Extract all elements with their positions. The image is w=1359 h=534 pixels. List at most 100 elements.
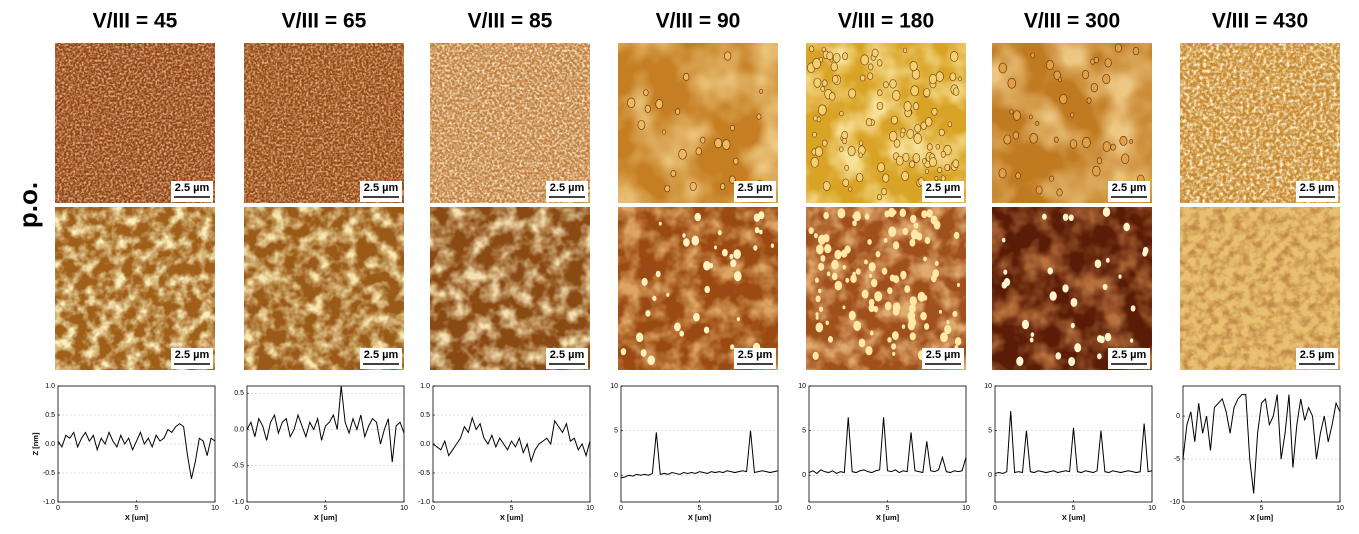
surface-feature (907, 320, 915, 331)
surface-feature (881, 267, 888, 275)
surface-feature (921, 210, 928, 219)
surface-feature (695, 147, 702, 156)
surface-feature (829, 92, 836, 101)
surface-feature (876, 59, 883, 67)
scale-bar-label: 2.5 µm (364, 182, 399, 194)
surface-feature (938, 309, 942, 314)
surface-feature (1132, 47, 1140, 56)
scale-bar-label: 2.5 µm (926, 182, 961, 194)
surface-feature (891, 331, 899, 340)
x-tick-label: 0 (807, 505, 811, 512)
surface-feature (815, 315, 819, 320)
surface-feature (1104, 332, 1112, 342)
plot-frame (246, 385, 405, 503)
surface-feature (924, 236, 931, 245)
surface-feature (844, 164, 850, 171)
x-tick-label: 0 (56, 505, 60, 512)
surface-feature (869, 273, 873, 278)
surface-feature (1118, 274, 1122, 279)
surface-feature (689, 181, 697, 191)
surface-feature (694, 212, 702, 222)
surface-feature (683, 238, 690, 247)
surface-feature (892, 90, 901, 101)
surface-feature (730, 124, 735, 131)
surface-feature (1049, 291, 1057, 301)
plot-frame (57, 385, 216, 503)
surface-feature (1059, 94, 1068, 105)
surface-feature (888, 226, 897, 237)
profile-line (1182, 394, 1341, 494)
surface-feature (822, 181, 831, 191)
surface-feature (1001, 237, 1006, 243)
surface-feature (816, 116, 822, 123)
x-tick-label: 5 (1072, 505, 1076, 512)
x-axis-label: X [um] (125, 513, 149, 522)
surface-feature (1102, 207, 1111, 217)
surface-feature (655, 270, 661, 278)
surface-feature (926, 143, 933, 151)
x-tick-label: 0 (431, 505, 435, 512)
profile-line (432, 416, 591, 464)
scale-bar-label: 2.5 µm (1300, 349, 1335, 361)
surface-feature (858, 338, 866, 348)
surface-feature (826, 51, 834, 61)
y-tick-label: -5 (1174, 456, 1180, 463)
surface-feature (841, 130, 849, 140)
surface-feature (1102, 283, 1108, 291)
surface-feature (670, 170, 677, 178)
afm-texture (430, 207, 590, 370)
y-tick-label: 1.0 (420, 383, 430, 390)
scale-bar-label: 2.5 µm (1112, 349, 1147, 361)
surface-feature (922, 158, 927, 164)
surface-feature (877, 162, 885, 173)
surface-feature (691, 235, 700, 246)
surface-feature (1046, 60, 1054, 71)
y-tick-label: 0 (802, 472, 806, 479)
surface-feature (666, 292, 670, 297)
y-tick-label: 5 (988, 427, 992, 434)
surface-feature (1092, 165, 1101, 177)
profile-line (620, 430, 779, 479)
surface-feature (913, 222, 919, 229)
surface-feature (882, 173, 890, 183)
surface-feature (958, 76, 962, 82)
y-tick-label: -0.5 (418, 470, 430, 477)
surface-feature (860, 54, 869, 66)
surface-feature (658, 221, 662, 226)
surface-feature (909, 332, 916, 341)
surface-feature (683, 73, 690, 81)
surface-feature (826, 271, 831, 277)
surface-feature (635, 332, 644, 343)
surface-feature (1102, 141, 1111, 152)
row-label: p.o. (13, 182, 43, 228)
surface-feature (820, 255, 826, 262)
surface-feature (830, 62, 838, 72)
surface-feature (1029, 337, 1034, 343)
surface-feature (842, 264, 847, 270)
y-tick-label: 0.0 (234, 426, 244, 433)
surface-feature (935, 143, 941, 150)
surface-feature (1130, 305, 1136, 312)
surface-feature (815, 295, 821, 303)
surface-feature (902, 47, 908, 54)
surface-feature (627, 97, 636, 109)
x-tick-label: 0 (245, 505, 249, 512)
surface-feature (831, 272, 838, 281)
surface-feature (867, 238, 872, 245)
surface-feature (870, 278, 878, 288)
panel-title: V/III = 90 (656, 10, 741, 33)
surface-feature (842, 305, 846, 310)
surface-feature (643, 89, 649, 96)
surface-feature (858, 152, 863, 158)
surface-feature (924, 168, 929, 174)
surface-feature (890, 115, 898, 125)
y-tick-label: -0.5 (43, 470, 55, 477)
y-tick-label: -10 (1170, 499, 1180, 506)
surface-feature (889, 274, 896, 282)
y-tick-label: 5 (802, 427, 806, 434)
x-tick-label: 10 (211, 505, 219, 512)
surface-feature (877, 194, 882, 201)
profile-line (808, 417, 967, 475)
surface-feature (1062, 284, 1069, 293)
surface-feature (641, 277, 648, 286)
